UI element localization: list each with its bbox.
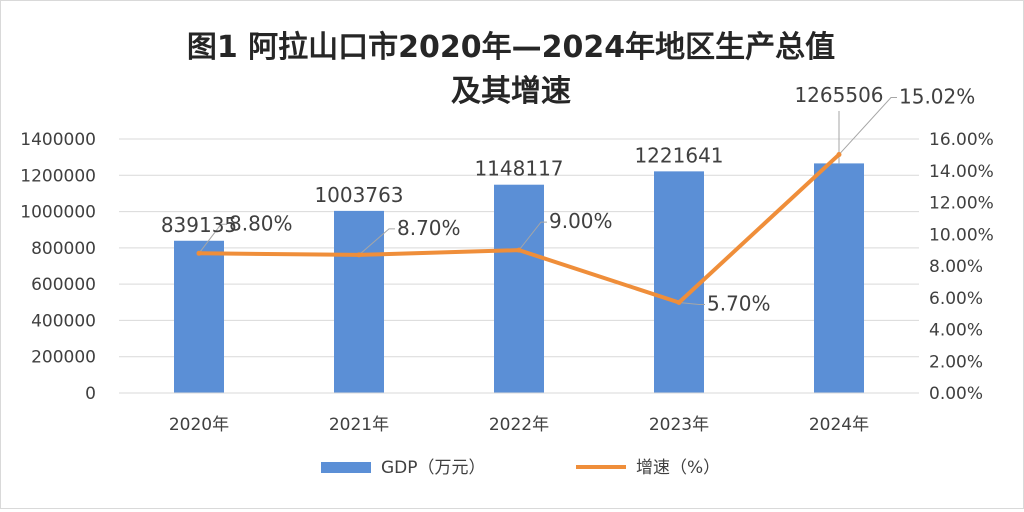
y-right-tick-label: 16.00% (929, 130, 994, 150)
bar-value-label: 1265506 (794, 83, 883, 107)
data-labels: 839135 1003763 1148117 1221641 1265506 8.80% 8… (161, 83, 975, 316)
bar (494, 184, 544, 393)
leader-lines (198, 97, 897, 306)
legend-label-growth: 增速（%） (636, 458, 720, 478)
x-tick-label: 2022年 (489, 415, 549, 435)
x-tick-label: 2023年 (649, 415, 709, 435)
y-left-tick-label: 0 (85, 384, 96, 404)
x-tick-label: 2020年 (169, 415, 229, 435)
growth-label-leader (678, 302, 705, 306)
bar (334, 210, 384, 393)
growth-label-leader (358, 228, 395, 256)
growth-value-label: 8.70% (397, 216, 461, 240)
y-left-tick-label: 600000 (31, 275, 96, 295)
legend-label-gdp: GDP（万元） (381, 458, 486, 478)
growth-label-leader (518, 221, 547, 251)
growth-point (516, 247, 522, 253)
bar-value-label: 1221641 (634, 143, 723, 167)
bar-value-label: 839135 (161, 213, 237, 237)
chart-title-line1: 图1 阿拉山口市2020年—2024年地区生产总值 (187, 30, 835, 65)
growth-point (196, 250, 202, 256)
growth-value-label: 9.00% (549, 209, 613, 233)
growth-point (676, 300, 682, 306)
y-right-tick-label: 10.00% (929, 225, 994, 245)
growth-value-label: 5.70% (707, 292, 771, 316)
y-left-tick-label: 400000 (31, 311, 96, 331)
x-tick-label: 2024年 (809, 415, 869, 435)
line-series (196, 152, 842, 306)
y-left-tick-label: 1400000 (20, 130, 96, 150)
y-right-tick-label: 0.00% (929, 384, 983, 404)
y-right-tick-label: 6.00% (929, 289, 983, 309)
bar (654, 171, 704, 393)
legend-swatch-gdp (321, 462, 371, 473)
y-right-tick-label: 14.00% (929, 162, 994, 182)
growth-value-label: 8.80% (229, 211, 293, 235)
y-right-tick-label: 2.00% (929, 352, 983, 372)
y-right-tick-label: 4.00% (929, 321, 983, 341)
x-tick-label: 2021年 (329, 415, 389, 435)
bar-value-label: 1003763 (314, 183, 403, 207)
y-left-tick-label: 1200000 (20, 166, 96, 186)
bar-series (174, 163, 864, 393)
bar (174, 240, 224, 393)
axes: 0 200000 400000 600000 800000 1000000 1200000 1… (20, 130, 994, 435)
bar (814, 163, 864, 393)
growth-point (836, 152, 842, 158)
growth-label-leader (198, 223, 227, 254)
growth-value-label: 15.02% (899, 85, 975, 109)
growth-label-leader (838, 97, 897, 155)
y-right-tick-label: 12.00% (929, 194, 994, 214)
y-left-tick-label: 800000 (31, 239, 96, 259)
legend: GDP（万元） 增速（%） (321, 458, 720, 478)
y-left-tick-label: 1000000 (20, 203, 96, 223)
y-left-tick-label: 200000 (31, 348, 96, 368)
chart-title-line2: 及其增速 (451, 74, 571, 109)
bar-value-label: 1148117 (474, 157, 563, 181)
growth-point (356, 252, 362, 258)
y-right-tick-label: 8.00% (929, 257, 983, 277)
